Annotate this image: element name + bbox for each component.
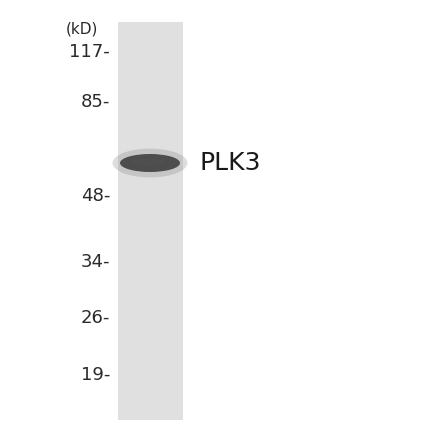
Text: 26-: 26- <box>81 309 110 327</box>
Text: 85-: 85- <box>81 93 110 111</box>
Bar <box>118 22 183 420</box>
Text: 117-: 117- <box>69 43 110 61</box>
Text: 19-: 19- <box>81 366 110 384</box>
Ellipse shape <box>120 154 180 172</box>
Text: PLK3: PLK3 <box>200 151 261 175</box>
Text: 34-: 34- <box>81 253 110 271</box>
Text: 48-: 48- <box>81 187 110 205</box>
Ellipse shape <box>113 149 187 177</box>
Ellipse shape <box>132 158 165 166</box>
Text: (kD): (kD) <box>66 22 98 37</box>
